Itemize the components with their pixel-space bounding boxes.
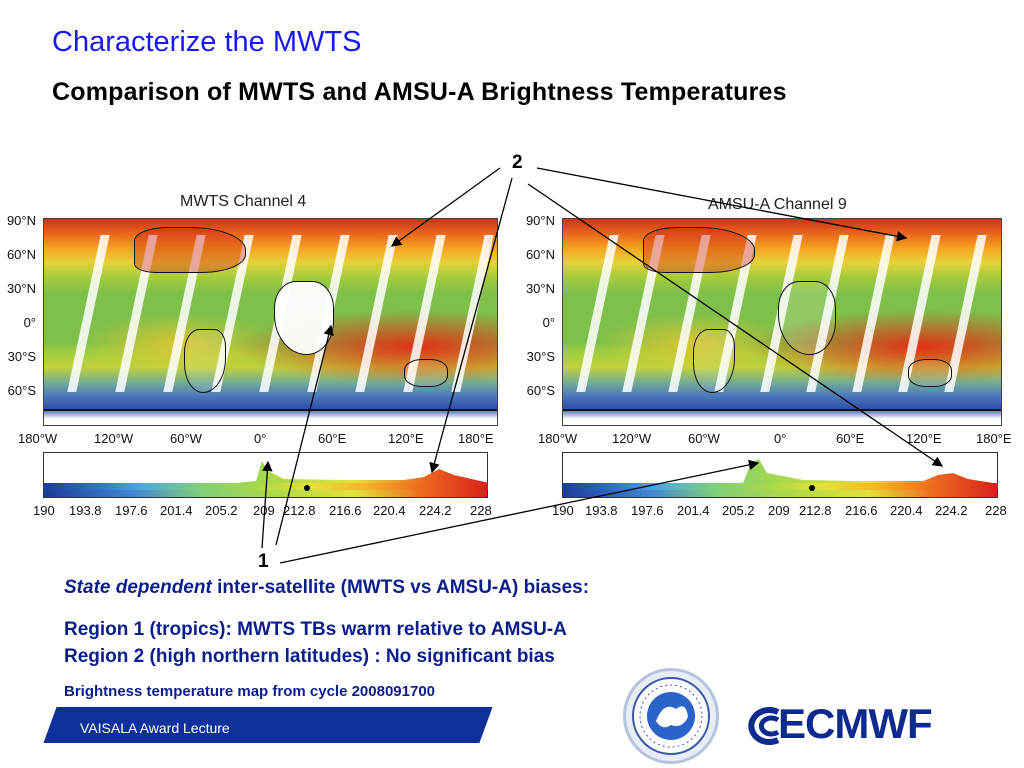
lat-label: 30°N bbox=[525, 281, 555, 296]
amsua-colorbar bbox=[562, 483, 998, 490]
colorbar-tick: 190 bbox=[33, 503, 55, 518]
colorbar-tick: 220.4 bbox=[890, 503, 923, 518]
amsua-map bbox=[562, 218, 1002, 426]
region-1-note: Region 1 (tropics): MWTS TBs warm relati… bbox=[64, 619, 567, 640]
colorbar-tick: 212.8 bbox=[799, 503, 832, 518]
lon-label: 120°E bbox=[388, 431, 424, 446]
lon-label: 180°E bbox=[976, 431, 1012, 446]
colorbar-tick: 228 bbox=[985, 503, 1007, 518]
region-2-note: Region 2 (high northern latitudes) : No … bbox=[64, 646, 555, 667]
cma-logo bbox=[623, 668, 719, 764]
lon-label: 0° bbox=[254, 431, 267, 446]
lon-label: 120°W bbox=[612, 431, 652, 446]
callout-1-arrow bbox=[279, 459, 760, 564]
colorbar-tick: 205.2 bbox=[205, 503, 238, 518]
colorbar-tick: 220.4 bbox=[373, 503, 406, 518]
lat-label: 30°S bbox=[526, 349, 555, 364]
lon-label: 0° bbox=[774, 431, 787, 446]
colorbar-tick: 201.4 bbox=[160, 503, 193, 518]
colorbar-tick: 193.8 bbox=[69, 503, 102, 518]
marker-dot bbox=[304, 485, 310, 491]
bias-heading-rest: inter-satellite (MWTS vs AMSU-A) biases: bbox=[211, 577, 590, 598]
colorbar-tick: 216.6 bbox=[845, 503, 878, 518]
lat-label: 60°S bbox=[526, 383, 555, 398]
lon-label: 60°W bbox=[688, 431, 720, 446]
colorbar-tick: 224.2 bbox=[935, 503, 968, 518]
callout-2-arrow bbox=[390, 167, 501, 247]
colorbar-tick: 197.6 bbox=[115, 503, 148, 518]
colorbar-tick: 197.6 bbox=[631, 503, 664, 518]
lat-label: 60°N bbox=[6, 247, 36, 262]
bias-heading: State dependent inter-satellite (MWTS vs… bbox=[64, 577, 589, 599]
slide-title: Characterize the MWTS bbox=[52, 26, 362, 58]
colorbar-tick: 216.6 bbox=[329, 503, 362, 518]
caption: Brightness temperature map from cycle 20… bbox=[64, 683, 436, 700]
colorbar-tick: 212.8 bbox=[283, 503, 316, 518]
lat-label: 60°N bbox=[525, 247, 555, 262]
colorbar-tick: 205.2 bbox=[722, 503, 755, 518]
colorbar-tick: 228 bbox=[470, 503, 492, 518]
slide-subtitle: Comparison of MWTS and AMSU-A Brightness… bbox=[52, 78, 787, 106]
lat-label: 60°S bbox=[7, 383, 36, 398]
ecmwf-logo: ECMWF bbox=[778, 700, 933, 747]
colorbar-tick: 201.4 bbox=[677, 503, 710, 518]
lon-label: 180°W bbox=[18, 431, 58, 446]
ecmwf-logo-mark bbox=[738, 706, 780, 746]
mwts-map bbox=[43, 218, 498, 426]
lat-label: 30°S bbox=[7, 349, 36, 364]
bias-heading-italic: State dependent bbox=[64, 577, 212, 598]
lon-label: 60°E bbox=[836, 431, 865, 446]
mwts-colorbar bbox=[43, 483, 488, 490]
marker-dot bbox=[809, 485, 815, 491]
callout-2-label: 2 bbox=[512, 152, 523, 173]
footer-label: VAISALA Award Lecture bbox=[80, 720, 230, 736]
lat-label: 90°N bbox=[525, 213, 555, 228]
colorbar-tick: 224.2 bbox=[419, 503, 452, 518]
lon-label: 60°W bbox=[170, 431, 202, 446]
callout-2-arrow bbox=[429, 177, 513, 474]
lat-label: 0° bbox=[542, 315, 555, 330]
lon-label: 120°W bbox=[94, 431, 134, 446]
callout-1-arrow bbox=[275, 324, 334, 546]
callout-1-label: 1 bbox=[258, 551, 269, 572]
lat-label: 90°N bbox=[6, 213, 36, 228]
map-title-mwts: MWTS Channel 4 bbox=[180, 193, 307, 210]
colorbar-tick: 209 bbox=[768, 503, 790, 518]
lon-label: 60°E bbox=[318, 431, 347, 446]
colorbar-tick: 190 bbox=[552, 503, 574, 518]
callout-2-arrow bbox=[527, 183, 944, 467]
callout-2-arrow bbox=[536, 167, 908, 242]
lon-label: 180°W bbox=[538, 431, 578, 446]
colorbar-tick: 209 bbox=[253, 503, 275, 518]
colorbar-tick: 193.8 bbox=[585, 503, 618, 518]
map-title-amsua: AMSU-A Channel 9 bbox=[708, 196, 847, 213]
lon-label: 120°E bbox=[906, 431, 942, 446]
lon-label: 180°E bbox=[458, 431, 494, 446]
lat-label: 30°N bbox=[6, 281, 36, 296]
lat-label: 0° bbox=[23, 315, 36, 330]
callout-1-arrow bbox=[261, 460, 273, 549]
